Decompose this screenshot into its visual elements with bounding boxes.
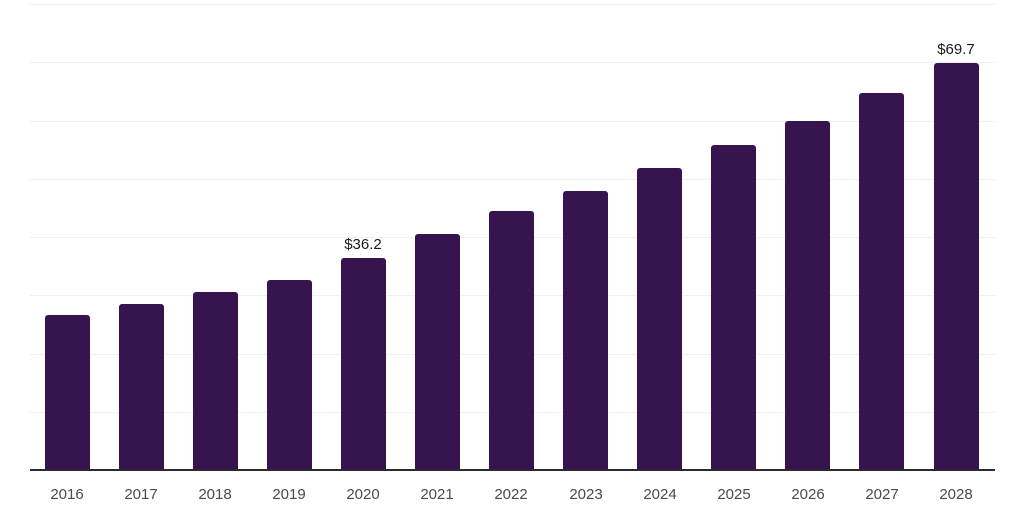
x-axis-line	[30, 469, 995, 471]
gridline-y-80	[30, 4, 995, 5]
bar-2022	[489, 211, 534, 469]
bar-2021	[415, 234, 460, 469]
bar-2018	[193, 292, 238, 469]
bar-2019	[267, 280, 312, 469]
bar-2020	[341, 258, 386, 469]
value-label-2028: $69.7	[937, 41, 975, 58]
x-tick-label-2027: 2027	[865, 486, 899, 503]
bar-2028	[934, 63, 979, 469]
bar-2027	[859, 93, 904, 469]
gridline-y-50	[30, 179, 995, 180]
bar-2026	[785, 121, 830, 469]
gridline-y-70	[30, 62, 995, 63]
x-tick-label-2026: 2026	[791, 486, 825, 503]
x-tick-label-2020: 2020	[346, 486, 380, 503]
bar-2025	[711, 145, 756, 469]
bar-2024	[637, 168, 682, 469]
bar-2023	[563, 191, 608, 469]
x-tick-label-2019: 2019	[272, 486, 306, 503]
bar-2016	[45, 315, 90, 469]
x-tick-label-2021: 2021	[420, 486, 454, 503]
x-tick-label-2024: 2024	[643, 486, 677, 503]
x-tick-label-2017: 2017	[124, 486, 158, 503]
x-tick-label-2025: 2025	[717, 486, 751, 503]
x-tick-label-2016: 2016	[50, 486, 84, 503]
x-tick-label-2028: 2028	[939, 486, 973, 503]
bar-2017	[119, 304, 164, 469]
gridline-y-60	[30, 121, 995, 122]
x-tick-label-2022: 2022	[494, 486, 528, 503]
x-tick-label-2018: 2018	[198, 486, 232, 503]
x-tick-label-2023: 2023	[569, 486, 603, 503]
value-label-2020: $36.2	[344, 236, 382, 253]
